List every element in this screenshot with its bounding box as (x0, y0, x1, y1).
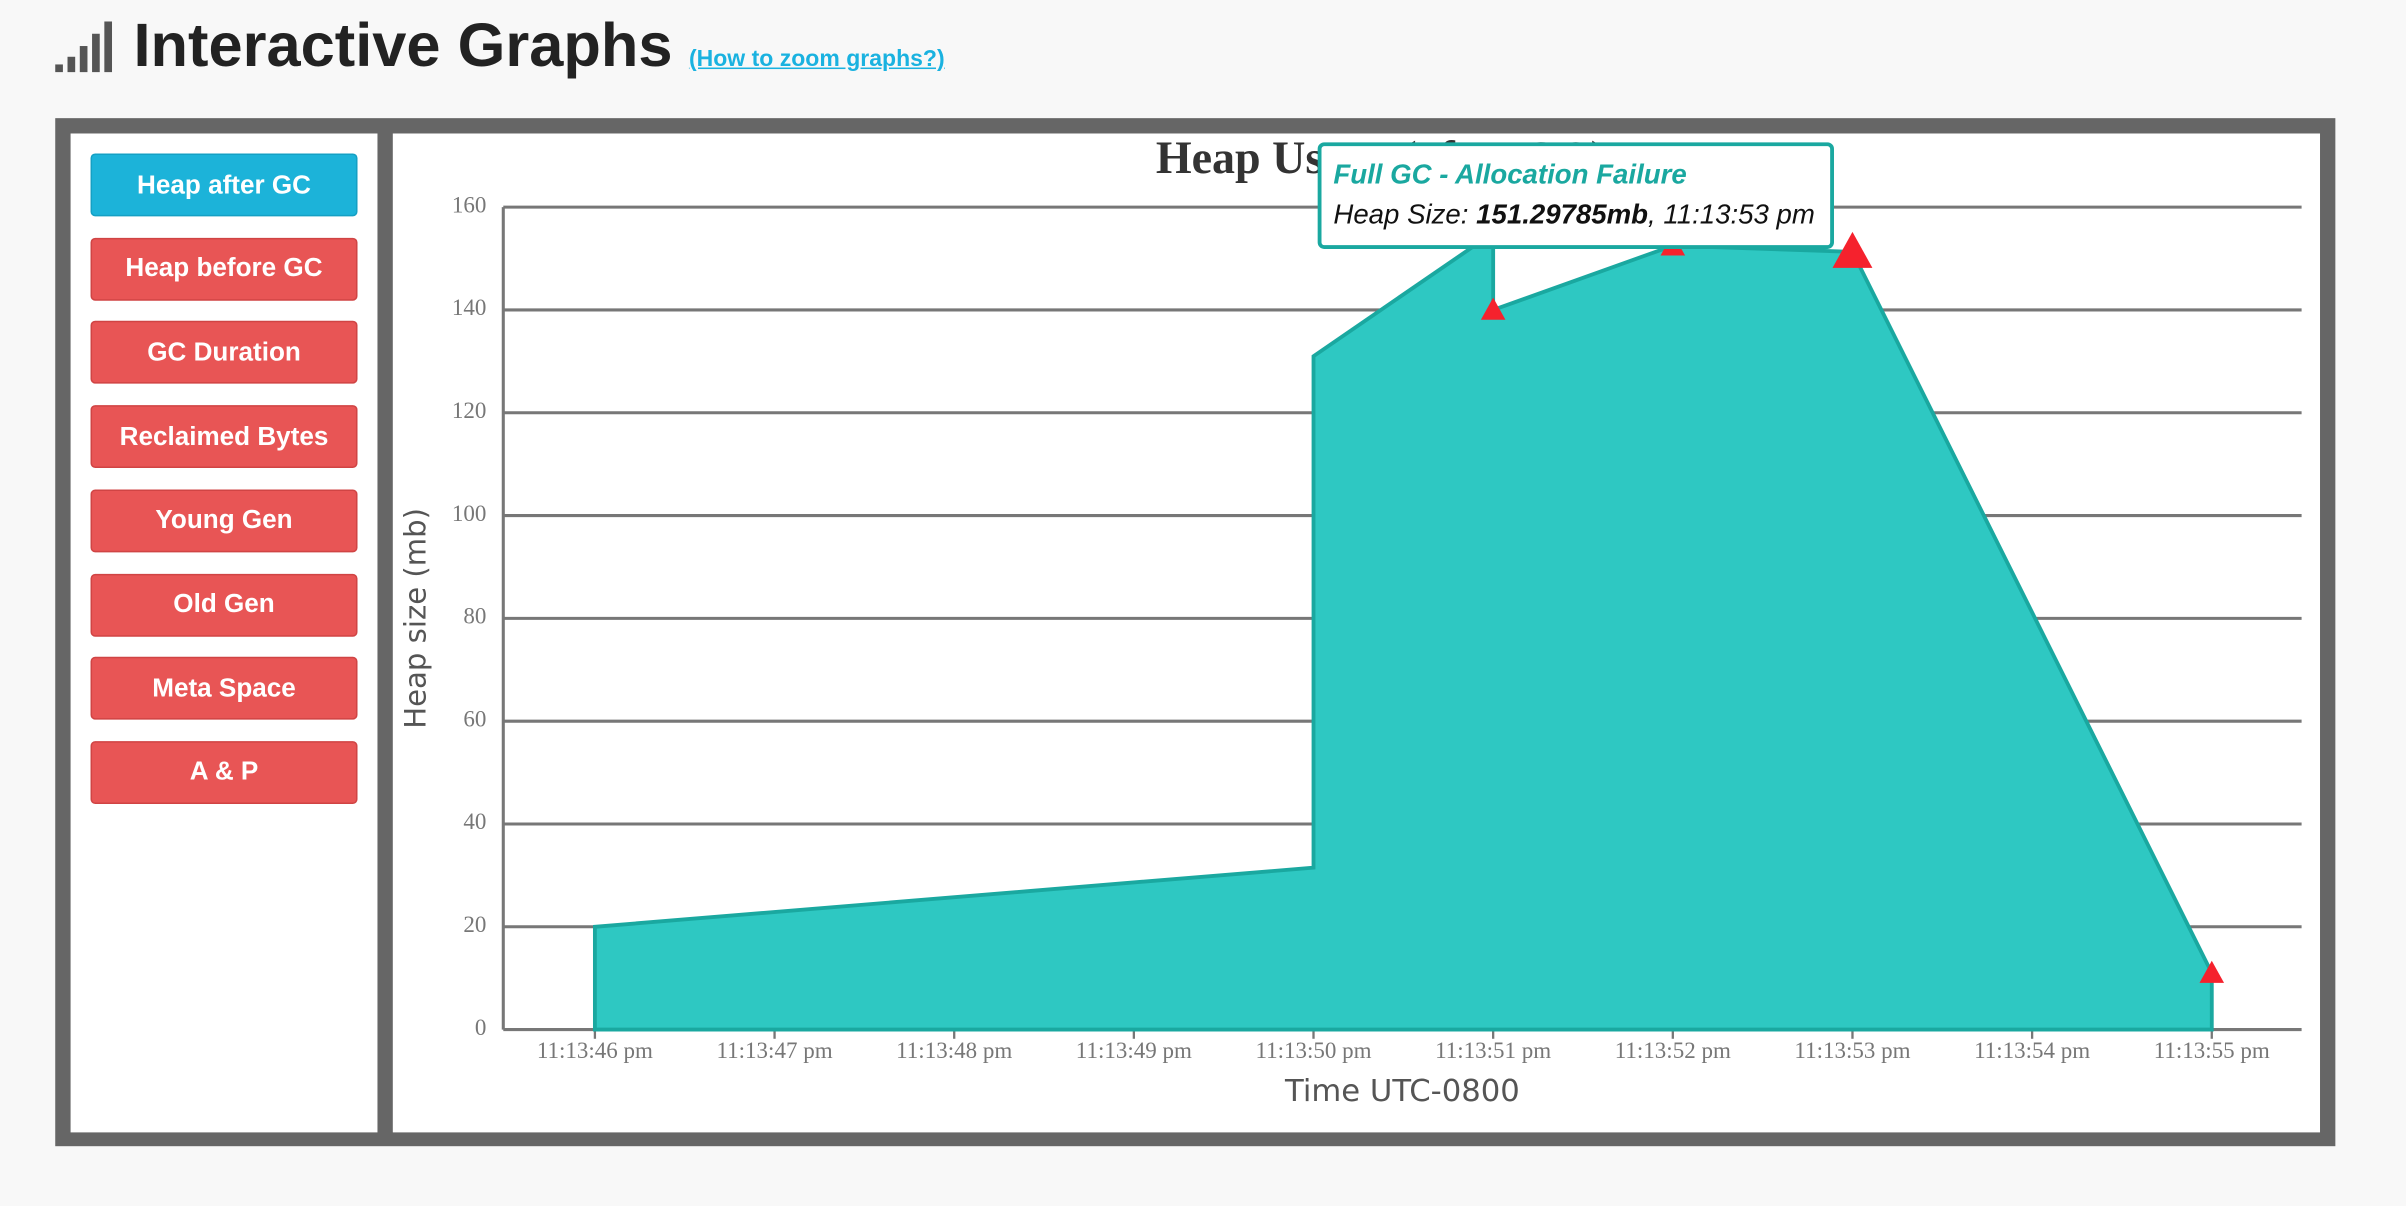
gc-marker (1480, 297, 1506, 320)
graph-button[interactable]: Heap before GC (90, 237, 358, 301)
y-tick-label: 0 (475, 1014, 487, 1040)
graph-button[interactable]: Young Gen (90, 489, 358, 553)
y-tick-label: 160 (452, 191, 486, 217)
x-tick-label: 11:13:48 pm (896, 1037, 1012, 1063)
x-tick-label: 11:13:55 pm (2154, 1037, 2270, 1063)
tooltip-time: , 11:13:53 pm (1648, 199, 1815, 230)
tooltip: Full GC - Allocation Failure Heap Size: 15… (1317, 142, 1834, 249)
y-tick-label: 120 (452, 397, 486, 423)
page-title: Interactive Graphs (133, 12, 673, 80)
tooltip-text: Heap Size: 151.29785mb, 11:13:53 pm (1333, 199, 1814, 230)
graph-button[interactable]: A & P (90, 740, 358, 804)
graph-button[interactable]: Reclaimed Bytes (90, 405, 358, 469)
y-tick-label: 40 (463, 808, 486, 834)
y-tick-label: 100 (452, 500, 486, 526)
x-tick-label: 11:13:54 pm (1974, 1037, 2090, 1063)
x-tick-label: 11:13:46 pm (537, 1037, 653, 1063)
x-tick-label: 11:13:53 pm (1794, 1037, 1910, 1063)
x-tick-label: 11:13:52 pm (1615, 1037, 1731, 1063)
x-tick-label: 11:13:47 pm (717, 1037, 833, 1063)
logo (55, 21, 113, 73)
graph-button[interactable]: Heap after GC (90, 153, 358, 217)
x-tick-label: 11:13:51 pm (1435, 1037, 1551, 1063)
y-tick-label: 140 (452, 294, 486, 320)
help-link[interactable]: (How to zoom graphs?) (688, 46, 945, 73)
y-tick-label: 60 (463, 705, 486, 731)
x-axis-label: Time UTC-0800 (1284, 1074, 1520, 1109)
y-tick-label: 20 (463, 911, 486, 937)
gc-marker (1832, 231, 1873, 268)
tooltip-label: Heap Size: (1333, 199, 1468, 230)
graph-button[interactable]: Old Gen (90, 573, 358, 637)
x-tick-label: 11:13:50 pm (1255, 1037, 1371, 1063)
gc-marker (2199, 960, 2225, 983)
tooltip-value: 151.29785mb (1476, 199, 1648, 230)
tooltip-box (1317, 142, 1834, 249)
y-tick-label: 80 (463, 603, 486, 629)
y-axis-label: Heap size (mb) (398, 508, 432, 729)
graph-button[interactable]: GC Duration (90, 321, 358, 385)
graph-button[interactable]: Meta Space (90, 657, 358, 720)
tooltip-title: Full GC - Allocation Failure (1333, 159, 1686, 190)
x-tick-label: 11:13:49 pm (1076, 1037, 1192, 1063)
area (592, 229, 2214, 1032)
